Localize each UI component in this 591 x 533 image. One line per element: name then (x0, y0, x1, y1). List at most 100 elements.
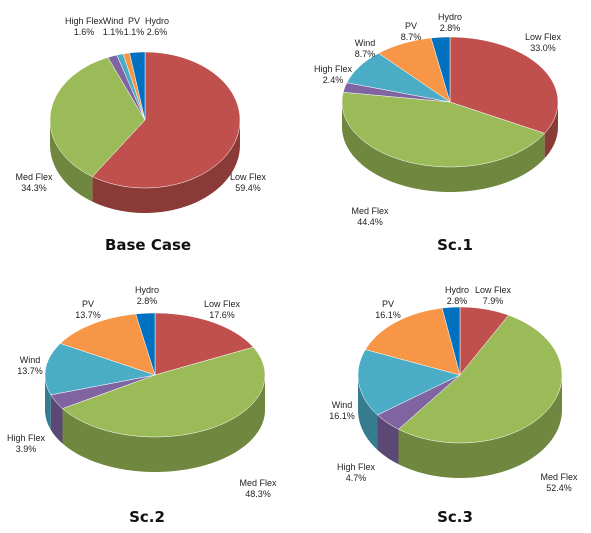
slice-label-high-flex: High Flex 4.7% (337, 462, 376, 483)
pie-slice-high-flex (50, 374, 156, 409)
pie-slice-hydro (129, 51, 146, 121)
slice-label-name: Hydro (135, 285, 159, 295)
pie-chart-sc-3: Low Flex 7.9% Med Flex 52.4% High Flex 4.7% Wi… (329, 285, 578, 526)
slice-label-value: 44.4% (357, 217, 383, 227)
slice-label-name: High Flex (337, 462, 376, 472)
slice-label-name: Low Flex (475, 285, 512, 295)
slice-label-name: Med Flex (15, 172, 53, 182)
slice-label-med-flex: Med Flex 52.4% (540, 472, 578, 493)
slice-label-value: 2.6% (147, 27, 168, 37)
slice-label-low-flex: Low Flex 33.0% (525, 32, 562, 53)
slice-label-value: 1.1% (103, 27, 124, 37)
pie-slice-med-flex (341, 91, 546, 168)
chart-title: Sc.3 (437, 508, 473, 526)
slice-label-name: Med Flex (540, 472, 578, 482)
slice-label-low-flex: Low Flex 17.6% (204, 299, 241, 320)
pie-slice-pv (59, 313, 156, 376)
pie-side-wind (358, 375, 378, 450)
pie-side-med-flex (62, 375, 265, 472)
slice-label-name: PV (405, 21, 417, 31)
pie-slice-med-flex (62, 346, 266, 438)
pie-chart-sc-1: Low Flex 33.0%Med Flex 44.4%High Flex 2.4%W… (314, 12, 562, 254)
slice-label-name: High Flex (314, 64, 353, 74)
slice-label-value: 1.6% (74, 27, 95, 37)
pie-slice-pv (365, 307, 461, 376)
slice-label-med-flex: Med Flex 44.4% (351, 206, 389, 227)
slice-label-value: 52.4% (546, 483, 572, 493)
slice-label-value: 2.8% (447, 296, 468, 306)
slice-label-name: Low Flex (204, 299, 241, 309)
slice-label-wind: Wind 16.1% (329, 400, 355, 421)
pie-slice-med-flex (49, 57, 146, 177)
pie-slice-pv (378, 37, 451, 103)
slice-label-value: 34.3% (21, 183, 47, 193)
slice-label-name: Low Flex (230, 172, 267, 182)
chart-title: Sc.1 (437, 236, 473, 254)
slice-label-value: 2.4% (323, 75, 344, 85)
pie-side-med-flex (342, 102, 545, 192)
pie-slice-low-flex (91, 51, 241, 189)
pie-slice-med-flex (398, 314, 563, 444)
slice-label-name: Hydro (145, 16, 169, 26)
pie-side-low-flex (92, 120, 240, 213)
slice-label-name: High Flex (7, 433, 46, 443)
slice-label-low-flex: Low Flex 59.4% (230, 172, 267, 193)
slice-label-value: 16.1% (329, 411, 355, 421)
slice-label-wind: Wind 8.7% (355, 38, 376, 59)
pie-side-high-flex (50, 394, 63, 444)
slice-label-hydro: Hydro 2.6% (145, 16, 169, 37)
slice-label-wind: Wind 1.1% (103, 16, 124, 37)
pie-slice-hydro (430, 36, 451, 103)
pie-side-med-flex (398, 375, 562, 478)
slice-label-value: 1.1% (124, 27, 145, 37)
slice-label-high-flex: High Flex 1.6% (65, 16, 104, 37)
pie-slice-low-flex (154, 312, 254, 376)
slice-label-value: 16.1% (375, 310, 401, 320)
slice-label-med-flex: Med Flex 34.3% (15, 172, 53, 193)
pie-slice-wind (44, 343, 156, 396)
pie-side-low-flex (544, 102, 558, 159)
pie-side-wind (45, 375, 51, 430)
pie-slice-low-flex (449, 36, 559, 134)
slice-label-name: Med Flex (239, 478, 277, 488)
slice-label-name: Wind (103, 16, 124, 26)
slice-label-value: 2.8% (137, 296, 158, 306)
slice-label-value: 4.7% (346, 473, 367, 483)
slice-label-name: PV (382, 299, 394, 309)
pie-slice-high-flex (377, 374, 461, 430)
slice-label-pv: PV 8.7% (401, 21, 422, 42)
slice-label-name: PV (128, 16, 140, 26)
slice-label-wind: Wind 13.7% (17, 355, 43, 376)
slice-label-name: Wind (20, 355, 41, 365)
pie-chart-base-case: Low Flex 59.4%Med Flex 34.3%High Flex 1.6%W… (15, 16, 266, 254)
slice-label-name: Hydro (445, 285, 469, 295)
slice-label-value: 17.6% (209, 310, 235, 320)
slice-label-high-flex: High Flex 3.9% (7, 433, 46, 454)
slice-label-name: Wind (355, 38, 376, 48)
chart-title: Base Case (105, 236, 191, 254)
slice-label-name: Hydro (438, 12, 462, 22)
slice-label-hydro: Hydro 2.8% (135, 285, 159, 306)
slice-label-value: 7.9% (483, 296, 504, 306)
slice-label-value: 8.7% (401, 32, 422, 42)
slice-label-hydro: Hydro 2.8% (445, 285, 469, 306)
slice-label-value: 33.0% (530, 43, 556, 53)
slice-label-value: 13.7% (75, 310, 101, 320)
slice-label-name: Low Flex (525, 32, 562, 42)
pie-slice-hydro (135, 312, 156, 376)
slice-label-value: 48.3% (245, 489, 271, 499)
slice-label-name: Wind (332, 400, 353, 410)
slice-label-low-flex: Low Flex 7.9% (475, 285, 512, 306)
pie-slice-low-flex (459, 306, 510, 376)
pie-slice-hydro (441, 306, 461, 376)
slice-label-pv: PV 13.7% (75, 299, 101, 320)
pie-slice-wind (346, 52, 451, 103)
slice-label-name: High Flex (65, 16, 104, 26)
slice-label-hydro: Hydro 2.8% (438, 12, 462, 33)
slice-label-high-flex: High Flex 2.4% (314, 64, 353, 85)
pie-slice-wind (357, 349, 461, 416)
pie-side-high-flex (377, 414, 399, 465)
pie-side-med-flex (50, 120, 93, 202)
chart-title: Sc.2 (129, 508, 165, 526)
